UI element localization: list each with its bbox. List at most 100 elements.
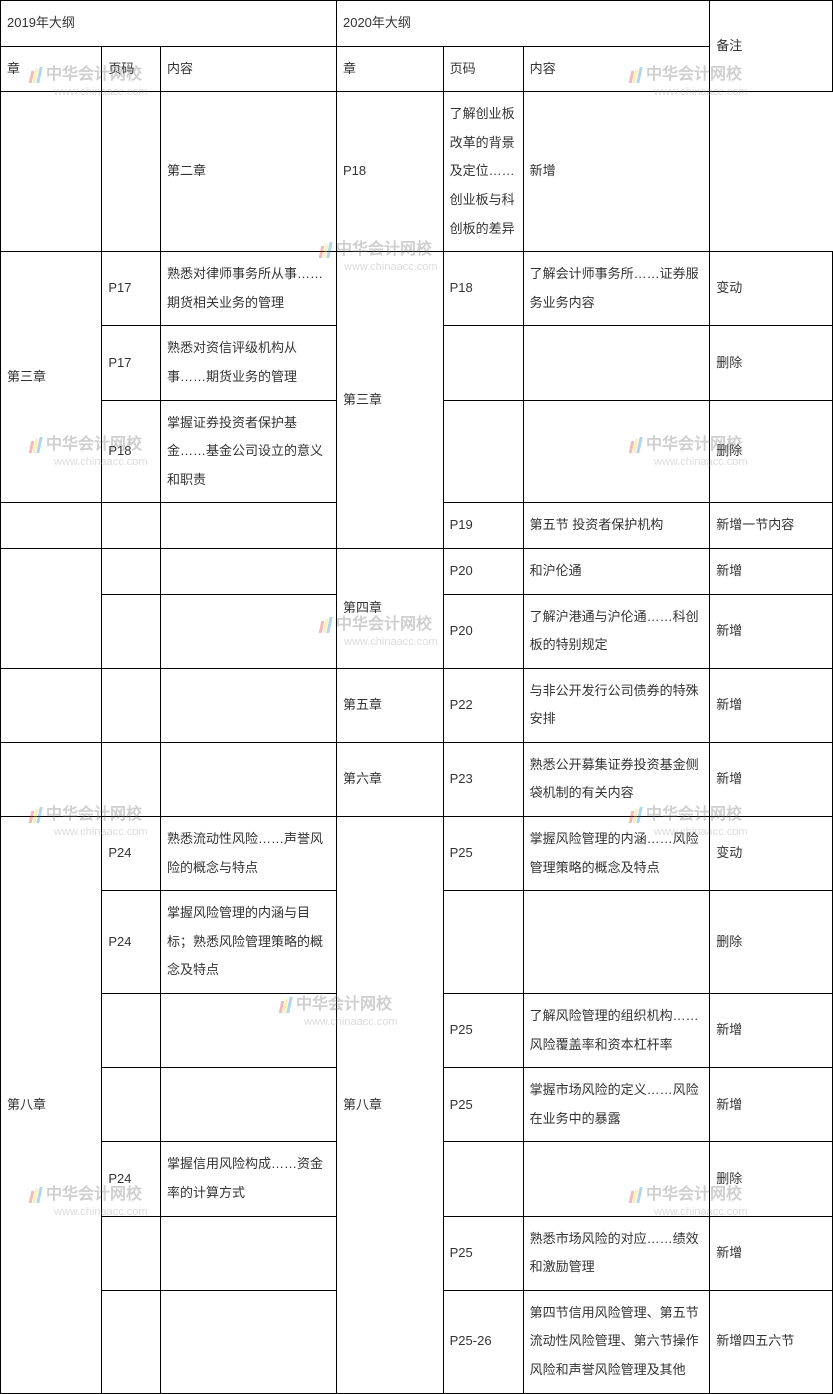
cell-2020-page (443, 326, 523, 400)
cell-2019-page (102, 503, 161, 549)
cell-2019-page (102, 1290, 161, 1393)
cell-2020-page (443, 400, 523, 503)
cell-2019-content (160, 668, 336, 742)
cell-2019-page (102, 594, 161, 668)
cell-2020-page: P18 (336, 92, 443, 252)
cell-2019-content (160, 548, 336, 594)
cell-2020-page: P18 (443, 252, 523, 326)
cell-2020-page: P20 (443, 548, 523, 594)
cell-2019-chapter (1, 503, 102, 549)
cell-2020-page (443, 1142, 523, 1216)
table-row: 第五章P22与非公开发行公司债券的特殊安排新增 (1, 668, 833, 742)
cell-note: 变动 (710, 817, 833, 891)
header-2020-chapter: 章 (336, 46, 443, 92)
cell-2019-content (160, 1216, 336, 1290)
cell-note: 新增 (523, 92, 710, 252)
cell-2019-page: P24 (102, 891, 161, 994)
cell-2019-page (102, 994, 161, 1068)
cell-2020-chapter: 第二章 (160, 92, 336, 252)
cell-note: 删除 (710, 326, 833, 400)
cell-2020-content: 与非公开发行公司债券的特殊安排 (523, 668, 710, 742)
cell-2020-chapter: 第三章 (336, 252, 443, 549)
table-row: 第六章P23熟悉公开募集证券投资基金侧袋机制的有关内容新增 (1, 742, 833, 816)
cell-note: 删除 (710, 1142, 833, 1216)
cell-2020-content (523, 400, 710, 503)
cell-2019-page (102, 548, 161, 594)
cell-2020-content: 了解风险管理的组织机构……风险覆盖率和资本杠杆率 (523, 994, 710, 1068)
cell-2020-content: 掌握风险管理的内涵……风险管理策略的概念及特点 (523, 817, 710, 891)
cell-2020-content: 了解创业板改革的背景及定位……创业板与科创板的差异 (443, 92, 523, 252)
table-row: 第四章P20和沪伦通新增 (1, 548, 833, 594)
cell-note: 新增 (710, 594, 833, 668)
header-2020-content: 内容 (523, 46, 710, 92)
cell-2019-content (102, 92, 161, 252)
cell-2019-page (102, 668, 161, 742)
cell-2020-content: 了解会计师事务所……证券服务业务内容 (523, 252, 710, 326)
cell-2019-content: 熟悉流动性风险……声誉风险的概念与特点 (160, 817, 336, 891)
cell-2019-page: P17 (102, 252, 161, 326)
cell-2020-chapter: 第四章 (336, 548, 443, 668)
cell-2020-content (523, 326, 710, 400)
cell-2020-content: 熟悉市场风险的对应……绩效和激励管理 (523, 1216, 710, 1290)
cell-2019-content: 熟悉对资信评级机构从事……期货业务的管理 (160, 326, 336, 400)
syllabus-comparison-table: 2019年大纲 2020年大纲 备注 章 页码 内容 章 页码 内容 第二章P1… (0, 0, 833, 1394)
cell-2020-content: 掌握市场风险的定义……风险在业务中的暴露 (523, 1068, 710, 1142)
cell-note: 新增 (710, 1216, 833, 1290)
header-2019-content: 内容 (160, 46, 336, 92)
cell-note: 新增四五六节 (710, 1290, 833, 1393)
cell-2020-content: 第四节信用风险管理、第五节流动性风险管理、第六节操作风险和声誉风险管理及其他 (523, 1290, 710, 1393)
header-2019-chapter: 章 (1, 46, 102, 92)
cell-2019-page: P18 (102, 400, 161, 503)
cell-2020-content: 熟悉公开募集证券投资基金侧袋机制的有关内容 (523, 742, 710, 816)
cell-2019-content (160, 503, 336, 549)
header-2019-page: 页码 (102, 46, 161, 92)
cell-2019-chapter (1, 742, 102, 816)
cell-2019-chapter: 第八章 (1, 817, 102, 1394)
cell-2019-content: 熟悉对律师事务所从事……期货相关业务的管理 (160, 252, 336, 326)
cell-2020-page (443, 891, 523, 994)
cell-note: 变动 (710, 252, 833, 326)
cell-2019-page (102, 1068, 161, 1142)
cell-note: 新增 (710, 1068, 833, 1142)
cell-2020-page: P25-26 (443, 1290, 523, 1393)
header-2019: 2019年大纲 (1, 1, 337, 47)
table-row: 第三章P17熟悉对律师事务所从事……期货相关业务的管理第三章P18了解会计师事务… (1, 252, 833, 326)
cell-2019-content (160, 994, 336, 1068)
cell-2020-content: 和沪伦通 (523, 548, 710, 594)
cell-note: 删除 (710, 891, 833, 994)
cell-2019-content: 掌握证券投资者保护基金……基金公司设立的意义和职责 (160, 400, 336, 503)
cell-2019-page: P24 (102, 1142, 161, 1216)
cell-2020-chapter: 第八章 (336, 817, 443, 1394)
cell-2019-page: P24 (102, 817, 161, 891)
cell-2020-page: P25 (443, 817, 523, 891)
cell-note: 新增一节内容 (710, 503, 833, 549)
cell-note: 新增 (710, 994, 833, 1068)
cell-2019-content (160, 742, 336, 816)
header-note: 备注 (710, 1, 833, 92)
cell-note: 新增 (710, 548, 833, 594)
cell-2019-chapter: 第三章 (1, 252, 102, 503)
cell-2020-chapter: 第六章 (336, 742, 443, 816)
cell-2019-chapter (1, 548, 102, 668)
cell-2019-page (102, 1216, 161, 1290)
cell-note: 删除 (710, 400, 833, 503)
cell-2019-page: P17 (102, 326, 161, 400)
cell-2019-content: 掌握风险管理的内涵与目标；熟悉风险管理策略的概念及特点 (160, 891, 336, 994)
cell-2020-page: P22 (443, 668, 523, 742)
cell-2019-page (1, 92, 102, 252)
cell-2020-content: 第五节 投资者保护机构 (523, 503, 710, 549)
header-2020-page: 页码 (443, 46, 523, 92)
cell-2020-content (523, 1142, 710, 1216)
cell-note: 新增 (710, 668, 833, 742)
table-row: 第八章P24熟悉流动性风险……声誉风险的概念与特点第八章P25掌握风险管理的内涵… (1, 817, 833, 891)
cell-2020-chapter: 第五章 (336, 668, 443, 742)
header-row-cols: 章 页码 内容 章 页码 内容 (1, 46, 833, 92)
cell-2020-page: P25 (443, 994, 523, 1068)
header-row-groups: 2019年大纲 2020年大纲 备注 (1, 1, 833, 47)
table-row: 第二章P18了解创业板改革的背景及定位……创业板与科创板的差异新增 (1, 92, 833, 252)
cell-2019-chapter (1, 668, 102, 742)
header-2020: 2020年大纲 (336, 1, 709, 47)
cell-2019-content (160, 594, 336, 668)
cell-note: 新增 (710, 742, 833, 816)
cell-2019-content (160, 1290, 336, 1393)
